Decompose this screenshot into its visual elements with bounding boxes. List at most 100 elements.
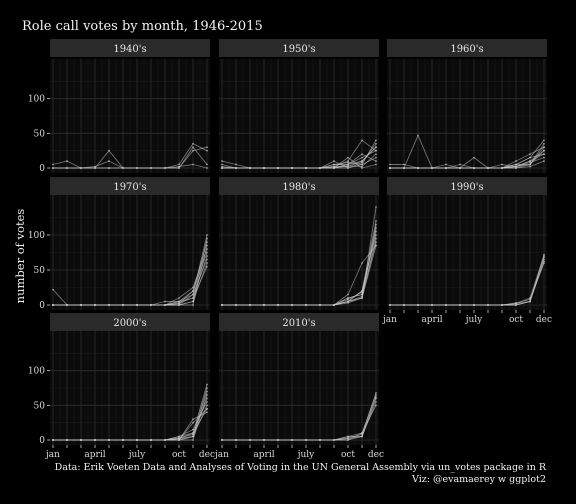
data-point <box>347 167 349 169</box>
data-point <box>206 262 208 264</box>
data-point <box>347 302 349 304</box>
data-point <box>543 139 545 142</box>
data-point <box>529 161 531 164</box>
data-point <box>52 167 54 169</box>
x-tick-label: jan <box>214 450 229 460</box>
data-point <box>543 256 545 259</box>
data-point <box>361 297 363 299</box>
x-tick-label: july <box>465 315 483 325</box>
data-point <box>515 163 517 166</box>
data-point <box>431 167 433 169</box>
data-point <box>333 165 335 168</box>
y-tick-label: 0 <box>39 436 45 446</box>
data-point <box>206 387 208 389</box>
data-point <box>375 142 377 145</box>
data-point <box>347 439 349 441</box>
data-point <box>122 167 124 169</box>
data-point <box>192 146 194 149</box>
x-tick-label: dec <box>536 315 552 325</box>
data-point <box>431 304 433 306</box>
data-point <box>305 439 307 441</box>
data-point <box>192 418 194 421</box>
data-point <box>66 167 68 169</box>
data-point <box>164 439 166 441</box>
data-point <box>291 167 293 169</box>
data-point <box>206 149 208 152</box>
x-tick-label: april <box>421 315 442 325</box>
data-point <box>178 439 180 441</box>
data-point <box>108 439 110 441</box>
data-point <box>221 165 223 168</box>
data-point <box>333 160 335 162</box>
data-point <box>66 304 68 306</box>
x-tick-label: oct <box>341 450 355 460</box>
data-point <box>375 163 377 166</box>
data-point <box>417 167 419 169</box>
data-point <box>108 304 110 306</box>
data-point <box>80 304 82 306</box>
data-point <box>403 304 405 306</box>
data-point <box>543 255 545 257</box>
data-point <box>192 142 194 145</box>
facet-panel-2000's: 2000's 0 50 100 jan april july oct dec <box>28 313 215 460</box>
y-tick-label: 0 <box>39 301 45 311</box>
x-tick-label: july <box>128 450 146 460</box>
data-point <box>319 439 321 441</box>
data-point <box>263 167 265 169</box>
data-point <box>543 160 545 162</box>
data-point <box>347 435 349 438</box>
data-point <box>192 290 194 292</box>
data-point <box>473 167 475 169</box>
series-line <box>53 259 208 306</box>
data-point <box>178 163 180 166</box>
data-point <box>192 439 194 441</box>
data-point <box>417 134 419 137</box>
data-point <box>403 167 405 169</box>
data-point <box>347 298 349 301</box>
data-point <box>178 300 180 303</box>
data-point <box>347 437 349 439</box>
data-point <box>487 167 489 169</box>
data-point <box>543 156 545 159</box>
series-line <box>390 150 545 169</box>
data-point <box>347 297 349 299</box>
data-point <box>178 302 180 304</box>
data-point <box>375 153 377 156</box>
facet-panel-2010's: 2010's jan april july oct dec <box>214 313 384 460</box>
data-point <box>94 167 96 169</box>
data-point <box>361 161 363 164</box>
data-point <box>206 255 208 257</box>
data-point <box>543 149 545 152</box>
data-point <box>361 163 363 166</box>
data-point <box>347 156 349 159</box>
data-point <box>192 293 194 296</box>
data-point <box>206 265 208 268</box>
data-point <box>501 163 503 166</box>
facet-panel-1940's: 1940's 0 50 100 <box>28 39 210 174</box>
data-point <box>459 304 461 306</box>
data-point <box>473 156 475 159</box>
data-point <box>361 167 363 169</box>
data-point <box>206 163 208 166</box>
series-line <box>222 396 377 441</box>
data-point <box>192 304 194 306</box>
facet-strip <box>387 177 547 195</box>
data-point <box>375 404 377 407</box>
data-point <box>529 160 531 162</box>
facet-strip-label: 1980's <box>282 182 315 193</box>
data-point <box>515 304 517 306</box>
y-tick-label: 50 <box>34 129 46 139</box>
data-point <box>164 167 166 169</box>
data-point <box>375 149 377 152</box>
data-point <box>347 163 349 166</box>
data-point <box>515 167 517 169</box>
data-point <box>543 142 545 145</box>
data-point <box>221 167 223 169</box>
data-point <box>375 223 377 226</box>
data-point <box>178 167 180 169</box>
data-point <box>515 160 517 162</box>
data-point <box>249 167 251 169</box>
data-point <box>347 293 349 296</box>
data-point <box>361 153 363 156</box>
